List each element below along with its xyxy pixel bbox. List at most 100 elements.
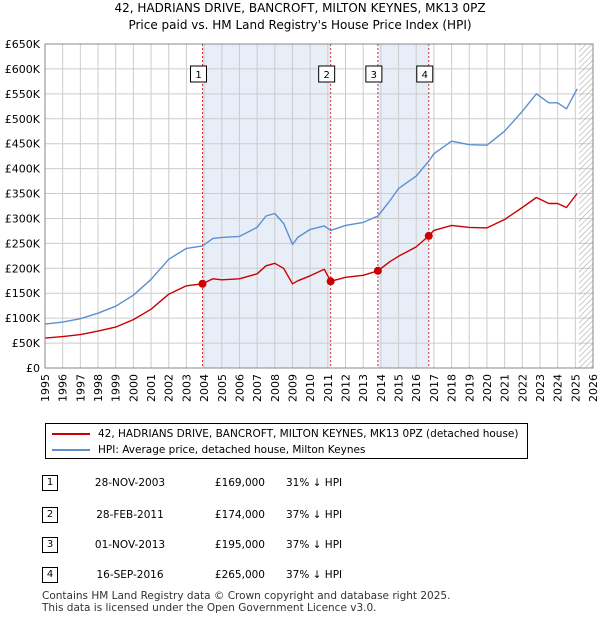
y-tick-label: £600K [5, 63, 41, 76]
sale-date: 28-FEB-2011 [96, 509, 164, 521]
x-tick-label: 2006 [233, 374, 246, 402]
sale-price: £195,000 [214, 539, 265, 551]
sale-number-badge: 3 [42, 537, 58, 553]
sale-points [198, 231, 433, 288]
x-tick-label: 2009 [286, 374, 299, 402]
sale-labels: 1 2 3 4 [190, 65, 434, 83]
sale-period-shading [202, 44, 429, 368]
sale-label-4: 4 [416, 65, 434, 83]
x-tick-label: 2002 [163, 374, 176, 402]
table-row: 1 28-NOV-2003 £169,000 31% ↓ HPI [0, 475, 600, 495]
x-tick-label: 2004 [198, 374, 211, 402]
x-tick-label: 1995 [39, 374, 52, 402]
sale-label-box [190, 65, 208, 83]
y-tick-label: £150K [5, 287, 41, 300]
series [44, 88, 578, 339]
legend-swatch-property [52, 433, 90, 435]
y-tick-label: £500K [5, 113, 41, 126]
x-tick-label: 2023 [534, 374, 547, 402]
sale-point [424, 231, 433, 240]
x-tick-label: 1997 [74, 374, 87, 402]
x-tick-label: 2022 [516, 374, 529, 402]
sale-number-badge: 4 [42, 567, 58, 583]
y-tick-label: £650K [5, 38, 41, 51]
x-tick-label: 2007 [251, 374, 264, 402]
footer-license: This data is licensed under the Open Gov… [42, 602, 377, 614]
y-tick-label: £0 [26, 362, 40, 375]
y-tick-label: £450K [5, 138, 41, 151]
plot-frame [44, 43, 594, 369]
x-tick-label: 1998 [92, 374, 105, 402]
legend-label-property: 42, HADRIANS DRIVE, BANCROFT, MILTON KEY… [98, 428, 519, 440]
x-tick-label: 1999 [110, 374, 123, 402]
shaded-period [202, 44, 331, 368]
sale-label-text: 2 [323, 70, 329, 81]
x-tick-label: 2015 [393, 374, 406, 402]
y-tick-label: £250K [5, 237, 41, 250]
y-tick-label: £50K [12, 337, 41, 350]
price-chart: £0 £50K £100K £150K £200K £250K £300K £350K £400… [5, 38, 600, 402]
x-tick-label: 2010 [304, 374, 317, 402]
x-tick-label: 2013 [357, 374, 370, 402]
x-tick-label: 2003 [180, 374, 193, 402]
x-tick-label: 2008 [269, 374, 282, 402]
y-tick-label: £200K [5, 262, 41, 275]
sale-date: 28-NOV-2003 [94, 477, 166, 489]
y-tick-label: £100K [5, 312, 41, 325]
x-tick-label: 2025 [569, 374, 582, 402]
y-tick-label: £550K [5, 88, 41, 101]
sale-hpi-diff: 31% ↓ HPI [286, 477, 343, 489]
sale-label-text: 4 [422, 70, 428, 81]
sale-point [198, 279, 207, 288]
x-tick-label: 2017 [428, 374, 441, 402]
table-row: 4 16-SEP-2016 £265,000 37% ↓ HPI [0, 567, 600, 587]
sale-hpi-diff: 37% ↓ HPI [286, 509, 343, 521]
footer-copyright: Contains HM Land Registry data © Crown c… [42, 590, 451, 602]
series-line-property [44, 193, 578, 339]
x-tick-label: 2026 [587, 374, 600, 402]
sale-marker-lines [202, 44, 430, 368]
series-line-hpi [44, 88, 578, 325]
sale-hpi-diff: 37% ↓ HPI [286, 569, 343, 581]
sale-number-badge: 1 [42, 475, 58, 491]
sale-number-badge: 2 [42, 507, 58, 523]
sale-label-2: 2 [318, 65, 336, 83]
sale-label-3: 3 [365, 65, 383, 83]
sale-label-box [365, 65, 383, 83]
legend-item-hpi: HPI: Average price, detached house, Milt… [52, 442, 365, 458]
x-tick-label: 1996 [57, 374, 70, 402]
y-tick-label: £300K [5, 212, 41, 225]
legend: 42, HADRIANS DRIVE, BANCROFT, MILTON KEY… [45, 423, 528, 459]
chart-title-block: 42, HADRIANS DRIVE, BANCROFT, MILTON KEY… [0, 0, 600, 34]
forecast-hatch [578, 44, 593, 368]
chart-title: 42, HADRIANS DRIVE, BANCROFT, MILTON KEY… [114, 1, 486, 15]
sale-hpi-diff: 37% ↓ HPI [286, 539, 343, 551]
legend-item-property: 42, HADRIANS DRIVE, BANCROFT, MILTON KEY… [52, 426, 518, 442]
legend-label-hpi: HPI: Average price, detached house, Milt… [98, 444, 366, 456]
sale-date: 01-NOV-2013 [94, 539, 166, 551]
x-tick-label: 2000 [127, 374, 140, 402]
table-row: 3 01-NOV-2013 £195,000 37% ↓ HPI [0, 537, 600, 557]
footer: Contains HM Land Registry data © Crown c… [42, 590, 450, 614]
x-tick-label: 2012 [340, 374, 353, 402]
x-tick-label: 2018 [446, 374, 459, 402]
x-tick-label: 2014 [375, 374, 388, 402]
sale-point [326, 277, 335, 286]
x-tick-label: 2005 [216, 374, 229, 402]
sale-label-text: 3 [371, 70, 377, 81]
sale-price: £174,000 [214, 509, 265, 521]
sale-label-1: 1 [190, 65, 208, 83]
x-tick-label: 2001 [145, 374, 158, 402]
table-row: 2 28-FEB-2011 £174,000 37% ↓ HPI [0, 507, 600, 527]
x-tick-label: 2021 [499, 374, 512, 402]
x-tick-label: 2024 [552, 374, 565, 402]
y-tick-label: £350K [5, 188, 41, 201]
sale-label-box [416, 65, 434, 83]
forecast-region [578, 44, 593, 368]
grid [44, 43, 594, 369]
axes: £0 £50K £100K £150K £200K £250K £300K £350K £400… [5, 38, 600, 402]
x-tick-label: 2019 [463, 374, 476, 402]
x-tick-label: 2011 [322, 374, 335, 402]
y-tick-label: £400K [5, 163, 41, 176]
sale-point [373, 266, 382, 275]
